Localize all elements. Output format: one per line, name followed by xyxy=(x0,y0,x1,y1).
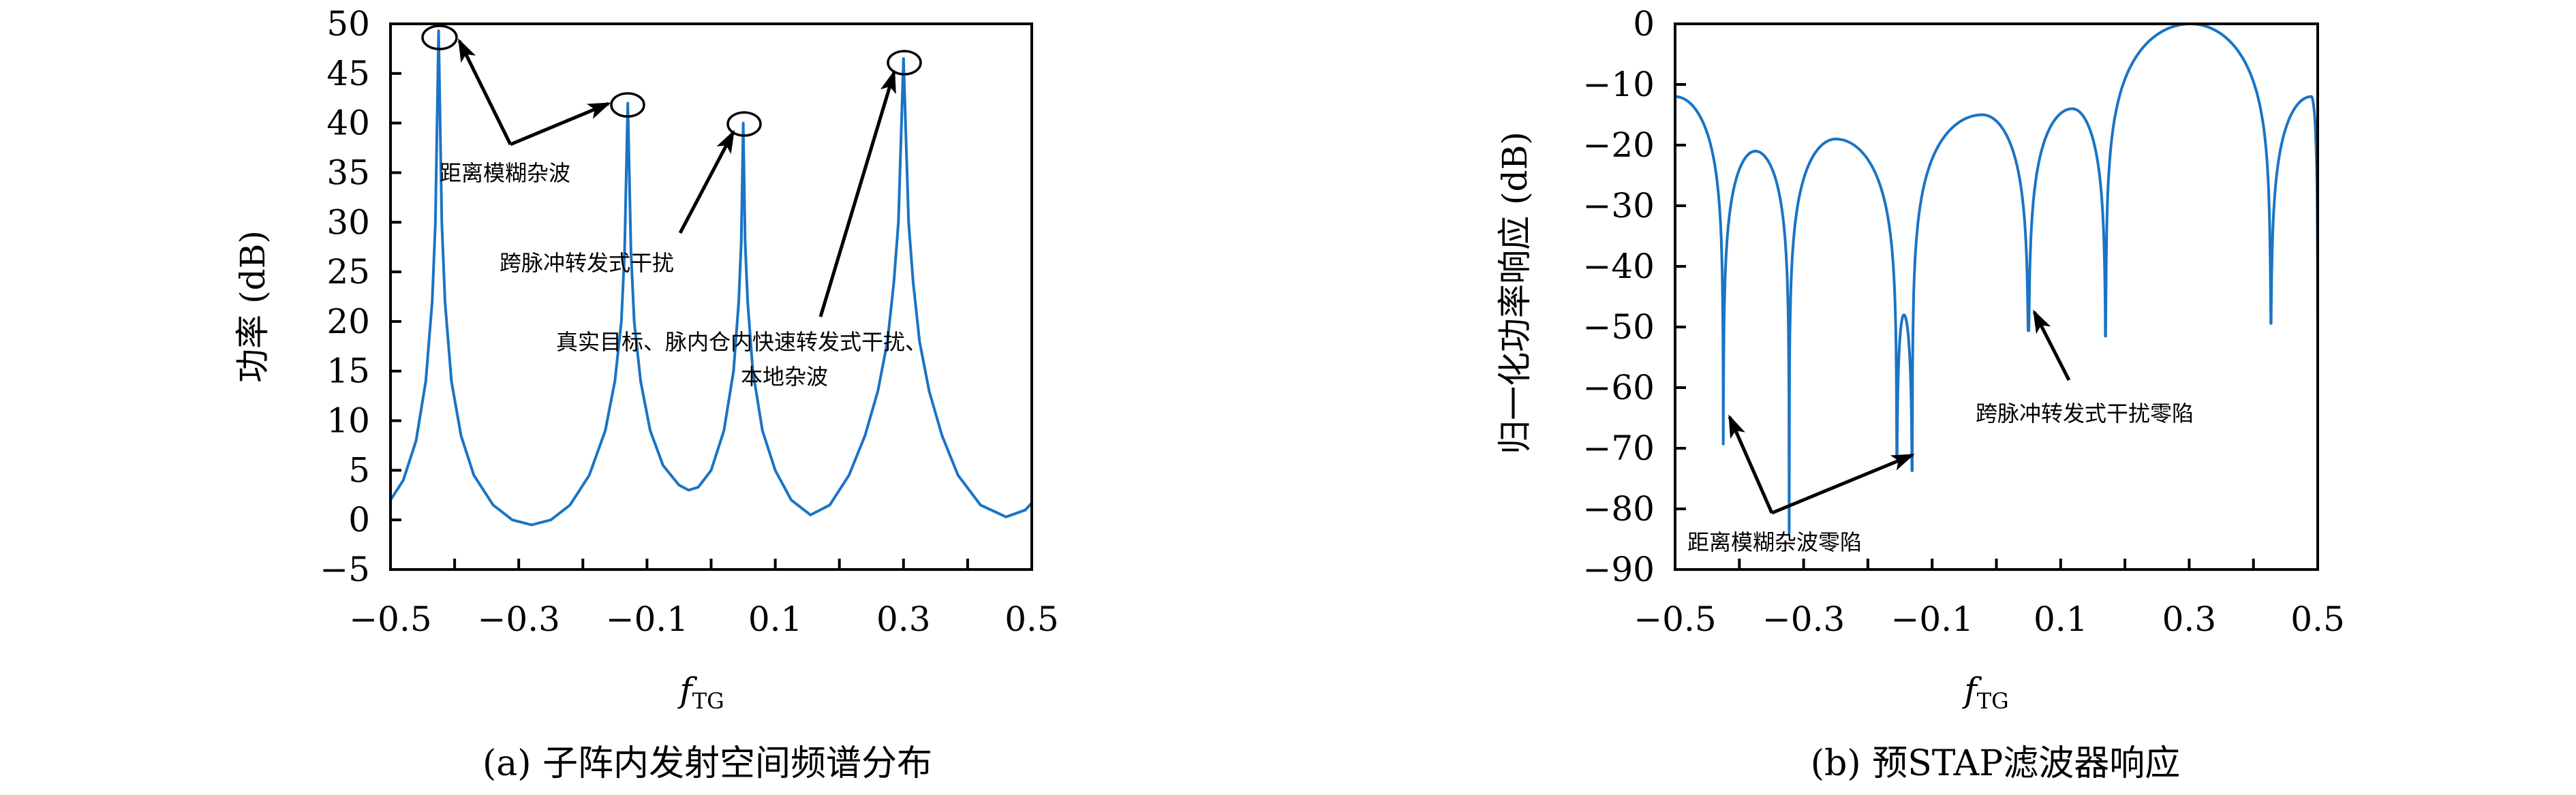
x-tick-label: −0.3 xyxy=(1762,599,1845,639)
arrow xyxy=(510,102,611,146)
x-axis-label-subscript: TG xyxy=(1977,688,2009,714)
x-tick-label: 0.1 xyxy=(748,599,803,639)
y-axis-label: 功率 (dB) xyxy=(233,230,273,383)
y-axis-label: 归一化功率响应 (dB) xyxy=(1495,131,1535,454)
annotation-label: 距离模糊杂波 xyxy=(440,160,570,186)
y-tick-label: −40 xyxy=(1582,247,1655,286)
x-tick-label: 0.3 xyxy=(2162,599,2217,639)
y-tick-label: 0 xyxy=(348,500,370,540)
y-tick-label: −90 xyxy=(1582,550,1655,589)
arrow xyxy=(1771,453,1915,515)
annotation-label: 距离模糊杂波零陷 xyxy=(1687,529,1862,555)
y-tick-label: 15 xyxy=(326,352,370,391)
axes: −0.5 −0.3 −0.1 0.1 0.3 0.5 0 −10 −20 −30 −40 −50 −60… xyxy=(1582,4,2344,639)
annotation-label: 真实目标、脉内仓内快速转发式干扰、 xyxy=(556,329,927,355)
arrow xyxy=(1728,414,1774,514)
x-tick-label: 0.5 xyxy=(2290,599,2345,639)
chart-b-filter-response: −0.5 −0.3 −0.1 0.1 0.3 0.5 0 −10 −20 −30 −40 −50 −60… xyxy=(1495,4,2345,784)
y-tick-label: −10 xyxy=(1582,65,1655,104)
x-tick-label: −0.5 xyxy=(1634,599,1716,639)
y-tick-label: 35 xyxy=(326,153,370,192)
arrow xyxy=(457,38,512,146)
y-tick-label: −50 xyxy=(1582,307,1655,347)
caption: (a) 子阵内发射空间频谱分布 xyxy=(482,743,932,784)
y-tick-label: −20 xyxy=(1582,125,1655,165)
filter-response-line xyxy=(1674,22,2319,535)
chart-a-spectrum: −0.5 −0.3 −0.1 0.1 0.3 0.5 −5 0 5 10 15 20 25 30 35 40 4… xyxy=(233,4,1059,784)
y-tick-label: 40 xyxy=(326,104,370,143)
y-tick-label: 10 xyxy=(326,401,370,441)
peak-circle xyxy=(887,50,922,76)
x-tick-label: −0.5 xyxy=(349,599,431,639)
y-tick-label: 25 xyxy=(326,252,370,292)
y-tick-label: 5 xyxy=(348,450,370,490)
x-axis-label: fTG xyxy=(677,670,724,714)
annotation-label: 跨脉冲转发式干扰 xyxy=(500,250,674,276)
x-tick-label: −0.1 xyxy=(606,599,688,639)
annotations: 距离模糊杂波零陷 跨脉冲转发式干扰零陷 xyxy=(1687,309,2194,555)
x-tick-label: −0.3 xyxy=(477,599,559,639)
y-tick-label: −60 xyxy=(1582,368,1655,407)
plot-frame xyxy=(1674,22,2319,571)
annotation-label: 本地杂波 xyxy=(741,364,828,390)
arrow xyxy=(2032,309,2071,381)
y-tick-label: −70 xyxy=(1582,428,1655,468)
y-tick-label: 50 xyxy=(326,4,370,44)
spectrum-line xyxy=(389,29,1033,527)
annotations: 距离模糊杂波 跨脉冲转发式干扰 真实目标、脉内仓内快速转发式干扰、 本地杂波 xyxy=(421,25,927,390)
y-tick-label: 30 xyxy=(326,202,370,242)
x-tick-label: 0.3 xyxy=(876,599,931,639)
peak-circle xyxy=(726,111,762,137)
y-tick-label: 0 xyxy=(1633,4,1655,44)
x-tick-label: 0.5 xyxy=(1005,599,1059,639)
y-tick-label: 20 xyxy=(326,302,370,341)
plot-frame xyxy=(389,22,1033,571)
axes: −0.5 −0.3 −0.1 0.1 0.3 0.5 −5 0 5 10 15 20 25 30 35 40 4… xyxy=(320,4,1058,639)
arrow xyxy=(678,129,735,234)
annotation-label: 跨脉冲转发式干扰零陷 xyxy=(1976,401,2194,426)
series-line xyxy=(389,29,1033,527)
series-line xyxy=(1674,22,2319,535)
y-tick-label: −5 xyxy=(320,550,370,589)
x-tick-label: 0.1 xyxy=(2034,599,2088,639)
arrow xyxy=(818,69,896,317)
x-axis-label-subscript: TG xyxy=(692,688,724,714)
x-tick-label: −0.1 xyxy=(1890,599,1973,639)
y-tick-label: −80 xyxy=(1582,489,1655,529)
y-tick-label: −30 xyxy=(1582,186,1655,225)
y-tick-label: 45 xyxy=(326,54,370,93)
x-axis-label: fTG xyxy=(1961,670,2008,714)
caption: (b) 预STAP滤波器响应 xyxy=(1811,743,2180,784)
peak-circle xyxy=(421,25,458,50)
peak-circle xyxy=(610,92,645,118)
